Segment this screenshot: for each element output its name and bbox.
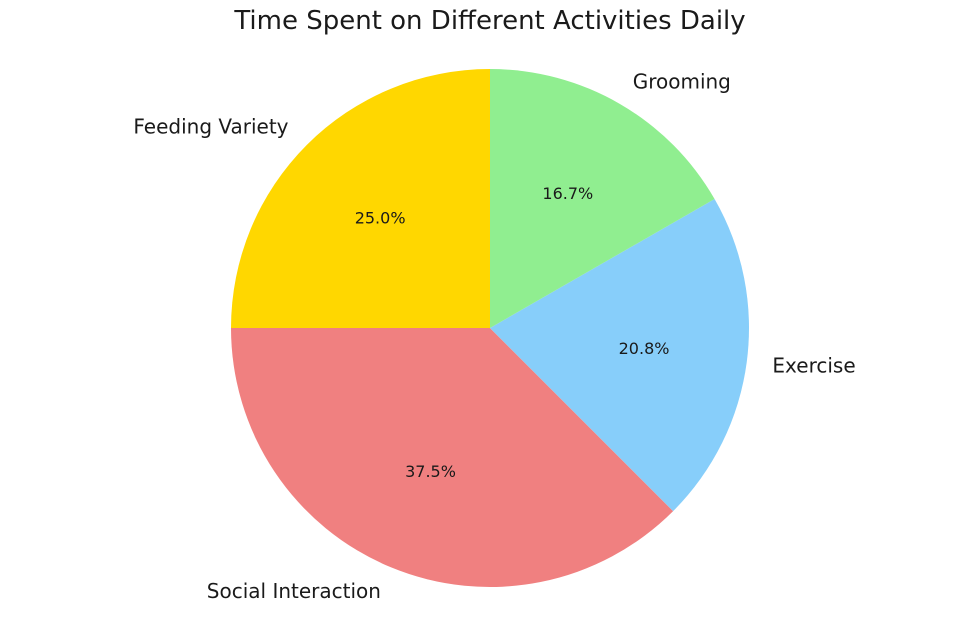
pie-labels: Feeding Variety 25.0% Social Interaction 37… <box>133 69 855 603</box>
slice-label-social-interaction: Social Interaction <box>207 579 381 603</box>
chart-title: Time Spent on Different Activities Daily <box>234 6 746 36</box>
pct-label-feeding-variety: 25.0% <box>355 209 406 228</box>
pct-label-grooming: 16.7% <box>542 184 593 203</box>
pie-slice-grooming <box>490 69 715 328</box>
pie-slices <box>231 69 749 587</box>
pie-slice-feeding-variety <box>231 69 490 328</box>
pie-slice-social-interaction <box>231 328 674 587</box>
slice-label-exercise: Exercise <box>772 353 855 377</box>
slice-label-feeding-variety: Feeding Variety <box>133 115 288 139</box>
pct-label-exercise: 20.8% <box>619 339 670 358</box>
pct-label-social-interaction: 37.5% <box>405 462 456 481</box>
slice-label-grooming: Grooming <box>633 69 731 93</box>
pie-slice-exercise <box>490 198 749 512</box>
